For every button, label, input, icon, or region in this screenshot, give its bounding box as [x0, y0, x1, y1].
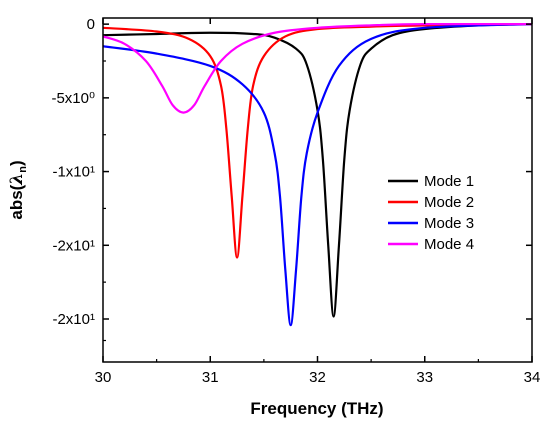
series-layer: [103, 22, 532, 327]
x-axis: 30 31 32 33 34: [95, 18, 541, 386]
series-line-mode-1: [103, 23, 532, 318]
y-axis-title: abs(λn): [7, 160, 29, 219]
legend-label: Mode 2: [424, 194, 474, 211]
series-line-mode-3: [103, 23, 532, 327]
legend-label: Mode 4: [424, 236, 474, 253]
legend-label: Mode 1: [424, 173, 474, 190]
legend-label: Mode 3: [424, 215, 474, 232]
x-tick-label: 33: [416, 369, 433, 386]
x-tick-label: 30: [95, 369, 112, 386]
y-tick-label: -2x10¹: [52, 311, 95, 328]
y-tick-label: -5x10⁰: [51, 90, 95, 107]
y-axis-title-main: abs(: [7, 184, 26, 219]
y-tick-label: -1x10¹: [52, 164, 95, 181]
y-tick-label: -2x10¹: [52, 237, 95, 254]
y-axis: 0 -5x10⁰ -1x10¹ -2x10¹ -2x10¹: [51, 16, 532, 342]
y-axis-title-close: ): [7, 160, 26, 166]
x-axis-title: Frequency (THz): [250, 399, 383, 418]
x-tick-label: 34: [524, 369, 541, 386]
legend: Mode 1 Mode 2 Mode 3 Mode 4: [388, 173, 474, 253]
x-tick-label: 32: [309, 369, 326, 386]
y-axis-title-symbol: λ: [7, 173, 27, 186]
y-tick-label: 0: [87, 16, 95, 33]
y-axis-title-subscript: n: [17, 166, 29, 173]
series-line-mode-4: [103, 22, 532, 114]
x-tick-label: 31: [202, 369, 219, 386]
